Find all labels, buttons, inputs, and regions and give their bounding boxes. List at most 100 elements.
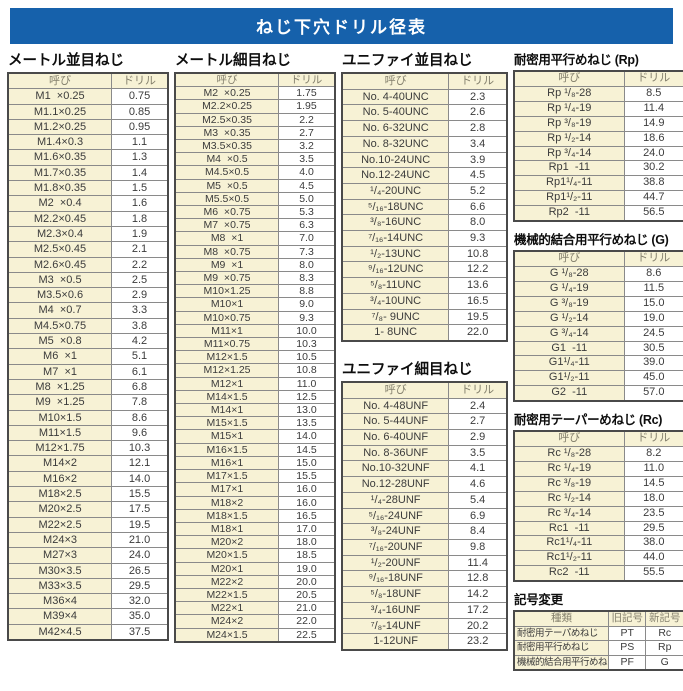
drill-cell: 38.0: [623, 535, 683, 552]
table-row: M18×1 17.0: [174, 521, 336, 537]
table-row: ⁹/₁₆-18UNF 12.8: [341, 570, 508, 588]
table-row: M1 ×0.25 0.75: [7, 88, 169, 105]
designation-cell: ¹/₂-13UNC: [341, 245, 450, 263]
table-row: M10×1 9.0: [174, 297, 336, 312]
drill-cell: 1.75: [278, 86, 336, 101]
table-row: M12×1 11.0: [174, 376, 336, 391]
column-pipe-threads: 耐密用平行めねじ (Rp) 呼び ドリル Rp ¹/₈-28 8.5 Rp ¹/₄-19…: [513, 49, 683, 678]
table-row: ¹/₂-13UNC 10.8: [341, 245, 508, 263]
designation-cell: M2.2×0.45: [7, 210, 113, 227]
designation-cell: M2 ×0.4: [7, 195, 113, 212]
table-row: 機械的結合用平行めねじ PF G: [513, 654, 683, 671]
designation-cell: M1.8×0.35: [7, 180, 113, 197]
section-title: 耐密用テーパーめねじ (Rc): [514, 413, 663, 428]
designation-cell: ³/₈-16UNC: [341, 214, 450, 232]
table-row: M1.2×0.25 0.95: [7, 118, 169, 136]
table-row: M1.8×0.35 1.5: [7, 180, 169, 197]
table-row: ¹/₂-20UNF 11.4: [341, 554, 508, 572]
designation-cell: M2.6×0.45: [7, 256, 113, 273]
table-row: ¹/₄-20UNC 5.2: [341, 182, 508, 200]
header-row: 呼び ドリル: [513, 250, 683, 267]
designation-cell: Rp1¹/₄-11: [513, 175, 625, 192]
designation-cell: Rc1¹/₂-11: [513, 550, 625, 567]
designation-cell: M17×1: [174, 482, 280, 497]
column-header: 呼び: [513, 250, 625, 267]
table-row: ⁵/₈-11UNC 13.6: [341, 277, 508, 294]
header-row: 種類 旧記号 新記号: [513, 610, 683, 627]
drill-cell: 14.2: [448, 586, 508, 603]
designation-cell: ⁹/₁₆-12UNC: [341, 261, 450, 279]
table-row: M2 ×0.25 1.75: [174, 86, 336, 101]
column-header: ドリル: [448, 381, 508, 399]
designation-cell: M5 ×0.5: [174, 178, 280, 193]
table-row: M22×2 20.0: [174, 574, 336, 589]
table-row: Rp1¹/₄-11 38.8: [513, 175, 683, 192]
table-row: M39×4 35.0: [7, 608, 169, 625]
drill-cell: 38.8: [623, 175, 683, 192]
table-row: No. 8-36UNF 3.5: [341, 444, 508, 462]
drill-cell: 1.8: [111, 210, 169, 227]
drill-cell: 30.5: [623, 340, 683, 357]
table-row: No.10-24UNC 3.9: [341, 151, 508, 169]
drill-cell: 13.6: [448, 277, 508, 294]
drill-cell: 2.5: [111, 271, 169, 289]
designation-cell: M15×1.5: [174, 416, 280, 431]
designation-cell: 1- 8UNC: [341, 324, 450, 342]
drill-cell: 4.2: [111, 333, 169, 350]
column-header: 種類: [513, 610, 609, 627]
designation-cell: No.10-32UNF: [341, 460, 450, 478]
designation-cell: 耐密用平行めねじ: [513, 640, 609, 656]
designation-cell: G ³/₈-19: [513, 295, 625, 312]
table-row: M18×2 16.0: [174, 495, 336, 510]
table-row: M3.5×0.35 3.2: [174, 139, 336, 154]
drill-cell: 8.5: [623, 85, 683, 102]
unified-fine-table: 呼び ドリル No. 4-48UNF 2.4 No. 5-44UNF 2.7 No. 6-4…: [341, 380, 508, 651]
table-row: M1.1×0.25 0.85: [7, 103, 169, 120]
designation-cell: M7 ×1: [7, 363, 113, 380]
table-row: M14×2 12.1: [7, 455, 169, 472]
table-row: Rp ¹/₄-19 11.4: [513, 100, 683, 117]
designation-cell: G ¹/₄-19: [513, 280, 625, 297]
designation-cell: M2 ×0.25: [174, 86, 280, 101]
designation-cell: M1 ×0.25: [7, 88, 113, 105]
table-row: M33×3.5 29.5: [7, 577, 169, 595]
table-row: M2.3×0.4 1.9: [7, 225, 169, 243]
drill-cell: 4.5: [448, 167, 508, 184]
rp-table: 呼び ドリル Rp ¹/₈-28 8.5 Rp ¹/₄-19 11.4 Rp ³/₈-19 1…: [513, 70, 683, 223]
section-unified-coarse: ユニファイ並目ねじ 呼び ドリル No. 4-40UNC 2.3 No. 5-40UNC…: [341, 49, 508, 342]
column-header: 旧記号: [607, 610, 647, 627]
table-row: M14×1.5 12.5: [174, 389, 336, 405]
designation-cell: M36×4: [7, 593, 113, 610]
column-header: ドリル: [623, 250, 683, 267]
designation-cell: M3.5×0.6: [7, 287, 113, 304]
table-row: M22×1 21.0: [174, 601, 336, 616]
table-row: M16×1 15.0: [174, 455, 336, 471]
designation-cell: M3.5×0.35: [174, 139, 280, 154]
column-header: 呼び: [7, 72, 113, 90]
drill-cell: 2.6: [448, 104, 508, 122]
drill-cell: 0.95: [111, 118, 169, 136]
drill-cell: 14.0: [111, 470, 169, 488]
table-row: No.10-32UNF 4.1: [341, 460, 508, 478]
column-header: 呼び: [341, 381, 450, 399]
table-row: M6 ×0.75 5.3: [174, 205, 336, 220]
drill-cell: 11.4: [623, 100, 683, 117]
drill-cell: 24.5: [623, 325, 683, 342]
table-row: Rp ¹/₂-14 18.6: [513, 130, 683, 147]
designation-cell: Rp1¹/₂-11: [513, 190, 625, 207]
drill-cell: 3.8: [111, 317, 169, 335]
drill-cell: 2.7: [448, 413, 508, 431]
designation-cell: M16×1: [174, 455, 280, 471]
drill-cell: 17.0: [278, 521, 336, 537]
drill-cell: 29.5: [111, 577, 169, 595]
drill-cell: 1.6: [111, 195, 169, 212]
column-header: 呼び: [513, 430, 625, 448]
section-symbol-change: 記号変更 種類 旧記号 新記号 耐密用テーパめねじ PT Rc 耐密用平行めねじ PS Rp 機械…: [513, 589, 683, 672]
drill-cell: 8.2: [623, 446, 683, 462]
drill-cell: 2.3: [448, 88, 508, 106]
drill-cell: 5.3: [278, 205, 336, 220]
designation-cell: M11×0.75: [174, 337, 280, 352]
designation-cell: M8 ×1: [174, 231, 280, 246]
drill-cell: 15.5: [278, 469, 336, 484]
designation-cell: Rp ¹/₈-28: [513, 85, 625, 102]
